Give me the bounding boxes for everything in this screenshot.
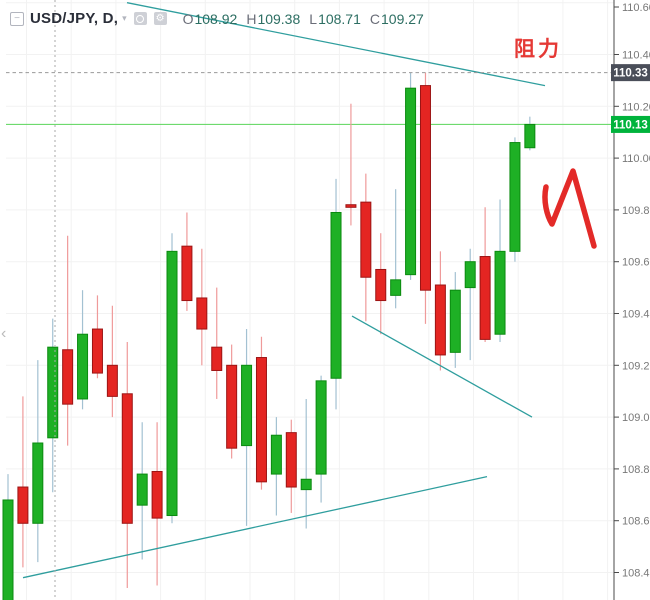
- y-axis-label: 108.40: [622, 568, 650, 580]
- crosshair-price-label: 110.33: [613, 68, 648, 80]
- low-value: 108.71: [318, 10, 361, 27]
- y-axis-label: 108.60: [622, 516, 650, 528]
- candle-body: [47, 346, 59, 439]
- candle-body: [434, 284, 446, 356]
- candle-body: [211, 346, 223, 371]
- candle-body: [509, 142, 521, 252]
- y-axis-label: 109.00: [622, 412, 650, 424]
- candle-body: [77, 333, 89, 400]
- candle-body: [449, 289, 461, 353]
- symbol-title[interactable]: USD/JPY, D,: [30, 10, 119, 27]
- circle-glyph: [136, 14, 145, 23]
- y-axis-label: 110.00: [622, 153, 650, 165]
- candle-body: [419, 85, 431, 291]
- candle-body: [315, 380, 327, 475]
- chevron-left-icon[interactable]: ‹: [1, 325, 6, 342]
- y-axis-label: 109.60: [622, 257, 650, 269]
- chevron-down-icon[interactable]: ▾: [122, 13, 127, 23]
- candle-body: [181, 245, 193, 302]
- open-readout: O 108.92: [183, 11, 238, 27]
- legend-gear-icon[interactable]: ⚙: [153, 12, 167, 25]
- legend-circle-icon[interactable]: [133, 12, 147, 25]
- legend-collapse-icon[interactable]: −: [10, 11, 24, 26]
- high-value: 109.38: [257, 10, 301, 27]
- candle-body: [121, 393, 133, 524]
- last-price-label: 110.13: [613, 119, 648, 131]
- mid-descending-line[interactable]: [351, 315, 533, 418]
- candle-body: [300, 478, 312, 491]
- candle-body: [524, 123, 536, 149]
- ascending-support[interactable]: [22, 476, 488, 579]
- last-price-label-bg: [611, 115, 650, 133]
- candle-body: [17, 486, 29, 524]
- candle-body: [390, 279, 402, 296]
- candle-body: [151, 470, 163, 519]
- y-axis-label: 110.20: [622, 101, 650, 113]
- low-readout: L 108.71: [309, 11, 361, 27]
- gear-glyph: ⚙: [155, 13, 165, 24]
- candle-body: [62, 349, 74, 405]
- close-value: 109.27: [381, 10, 424, 27]
- red-zigzag-drawing[interactable]: [542, 168, 597, 249]
- upper-descending-resistance[interactable]: [126, 2, 546, 87]
- low-label: L: [309, 10, 318, 27]
- close-readout: C 109.27: [370, 11, 424, 27]
- candle-body: [375, 268, 387, 302]
- candle-body: [330, 211, 342, 379]
- y-axis-label: 110.40: [622, 50, 650, 62]
- candle-body: [226, 364, 238, 449]
- ohlc-readout: O 108.92 H 109.38 L 108.71 C 109.27: [183, 11, 424, 27]
- y-axis-label: 108.80: [622, 464, 650, 476]
- open-label: O: [182, 10, 194, 27]
- candle-body: [464, 261, 476, 289]
- resistance-annotation[interactable]: 阻力: [514, 37, 562, 61]
- candle-body: [285, 432, 297, 488]
- candle-body: [494, 250, 506, 335]
- chart-legend: − USD/JPY, D, ▾ ⚙ O 108.92 H 109.38 L 10…: [10, 10, 424, 27]
- open-value: 108.92: [194, 10, 238, 27]
- candle-body: [91, 328, 103, 374]
- y-axis-label: 109.80: [622, 205, 650, 217]
- candle-body: [255, 357, 267, 483]
- high-readout: H 109.38: [246, 11, 300, 27]
- candle-body: [106, 364, 118, 397]
- candle-body: [2, 499, 14, 600]
- y-axis-label: 109.20: [622, 360, 650, 372]
- candle-body: [479, 256, 491, 340]
- candle-body: [241, 364, 253, 447]
- high-label: H: [246, 10, 257, 27]
- candle-body: [32, 442, 44, 524]
- candle-body: [405, 87, 417, 276]
- candle-body: [136, 473, 148, 506]
- y-axis-label: 110.60: [622, 2, 650, 14]
- candle-body: [196, 297, 208, 330]
- y-axis-label: 109.40: [622, 309, 650, 321]
- close-label: C: [369, 10, 381, 27]
- candle-body: [166, 250, 178, 517]
- candle-body: [345, 204, 357, 208]
- crosshair-price-label-bg: [611, 64, 650, 82]
- candle-body: [360, 201, 372, 278]
- candle-body: [270, 434, 282, 475]
